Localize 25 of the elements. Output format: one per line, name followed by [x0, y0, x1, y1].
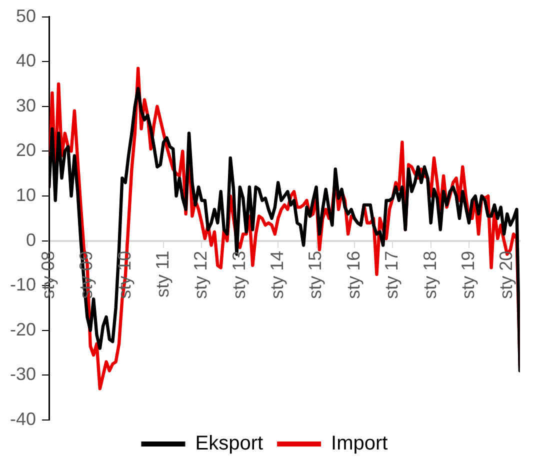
x-tick-label: sty 18 — [420, 250, 440, 299]
y-tick-label: 30 — [16, 95, 36, 116]
x-tick-label: sty 13 — [228, 250, 249, 299]
x-tick-label: sty 10 — [114, 250, 134, 299]
x-tick-label: sty 14 — [267, 250, 288, 299]
y-tick-label: 0 — [26, 230, 36, 250]
x-tick-label: sty 17 — [382, 250, 402, 299]
y-tick-label: 10 — [16, 184, 36, 205]
y-tick-label: -20 — [10, 319, 36, 340]
y-tick-label: 50 — [16, 6, 36, 26]
y-tick-label: -10 — [10, 274, 36, 295]
x-tick-label: sty 16 — [343, 250, 364, 299]
y-tick-label: 40 — [16, 50, 36, 71]
y-tick-label: 20 — [16, 140, 36, 160]
legend-label: Eksport — [195, 432, 264, 455]
x-tick-label: sty 20 — [496, 250, 516, 299]
x-tick-label: sty 19 — [458, 250, 478, 299]
x-tick-label: sty 08 — [38, 250, 58, 299]
x-tick-label: sty 12 — [190, 250, 211, 299]
y-tick-label: -40 — [10, 408, 36, 429]
x-tick-label: sty 15 — [305, 250, 326, 299]
y-tick-label: -30 — [10, 364, 36, 384]
x-tick-label: sty 09 — [76, 250, 96, 299]
x-tick-label: sty 11 — [152, 250, 173, 298]
legend-label: Import — [331, 432, 388, 455]
